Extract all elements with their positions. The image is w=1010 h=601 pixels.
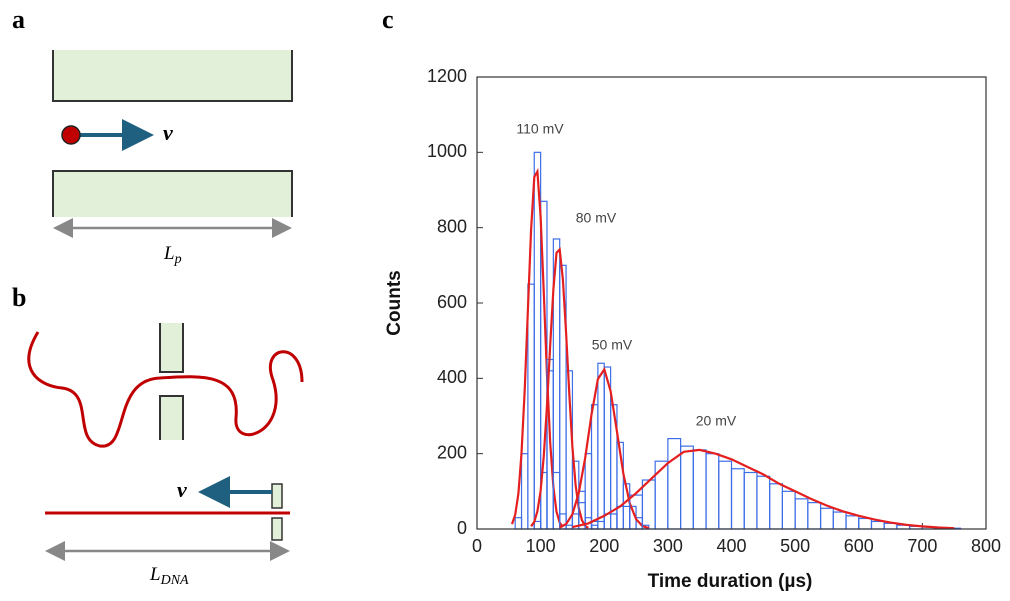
length-subscript: DNA — [160, 573, 189, 588]
x-tick-label: 600 — [844, 536, 874, 556]
x-tick-label: 0 — [472, 536, 482, 556]
x-tick-label: 800 — [971, 536, 1001, 556]
velocity-label: v — [163, 120, 173, 145]
x-tick-label: 200 — [589, 536, 619, 556]
y-axis-label: Counts — [384, 270, 405, 335]
length-label: Lp — [163, 243, 182, 267]
y-tick-label: 600 — [437, 292, 467, 312]
histogram-bar — [597, 362, 605, 530]
histogram-bar — [654, 460, 669, 530]
y-tick-label: 0 — [457, 518, 467, 538]
x-tick-label: 400 — [716, 536, 746, 556]
histogram-bar — [667, 438, 682, 530]
histogram-bar — [705, 453, 720, 530]
histogram-bar — [743, 471, 758, 530]
y-tick-label: 800 — [437, 216, 467, 236]
x-tick-label: 100 — [526, 536, 556, 556]
length-label: LDNA — [149, 564, 189, 588]
fit-curve — [559, 366, 650, 530]
x-tick-label: 500 — [780, 536, 810, 556]
length-symbol: L — [149, 564, 161, 585]
histogram-bar — [718, 460, 733, 530]
histogram-bar — [807, 502, 822, 530]
histogram-bar — [730, 468, 745, 530]
fit-curve — [572, 448, 955, 530]
x-axis-label: Time duration (µs) — [648, 571, 813, 592]
panel-label: a — [12, 5, 25, 34]
plot-frame — [476, 76, 987, 530]
histogram-bar — [845, 515, 860, 530]
histogram-bar — [769, 483, 783, 530]
y-tick-label: 200 — [437, 442, 467, 462]
histogram-bar — [641, 479, 656, 530]
series-annotation: 50 mV — [592, 337, 633, 353]
series-annotation: 80 mV — [576, 210, 617, 226]
panel-label: c — [382, 5, 394, 34]
histogram-bar — [794, 498, 809, 530]
y-tick-label: 1000 — [427, 141, 467, 161]
histogram-bar — [514, 517, 523, 530]
pore-diagram — [52, 50, 293, 238]
x-tick-label: 300 — [653, 536, 683, 556]
histogram-bar — [590, 404, 599, 530]
panel-label: b — [12, 283, 26, 312]
y-tick-label: 1200 — [427, 66, 467, 86]
fit-curve — [510, 167, 564, 528]
series-annotation: 20 mV — [696, 413, 737, 429]
x-tick-label: 700 — [907, 536, 937, 556]
histogram-bar — [819, 507, 834, 530]
y-tick-label: 400 — [437, 367, 467, 387]
histogram-bar — [756, 475, 771, 530]
histogram-bar — [781, 490, 796, 530]
histogram-bar — [870, 520, 885, 530]
series-annotation: 110 mV — [516, 121, 564, 137]
histogram-bar — [527, 283, 535, 530]
histogram-bar — [533, 520, 542, 530]
histogram-bar — [520, 453, 529, 530]
length-symbol: L — [163, 243, 175, 264]
dna-diagram — [27, 323, 304, 561]
histogram-bar — [679, 445, 694, 530]
histogram-bar — [858, 517, 873, 530]
velocity-label: v — [177, 477, 187, 502]
length-subscript: p — [174, 252, 182, 267]
histogram-bar — [832, 511, 847, 530]
histogram-bar — [692, 449, 707, 530]
